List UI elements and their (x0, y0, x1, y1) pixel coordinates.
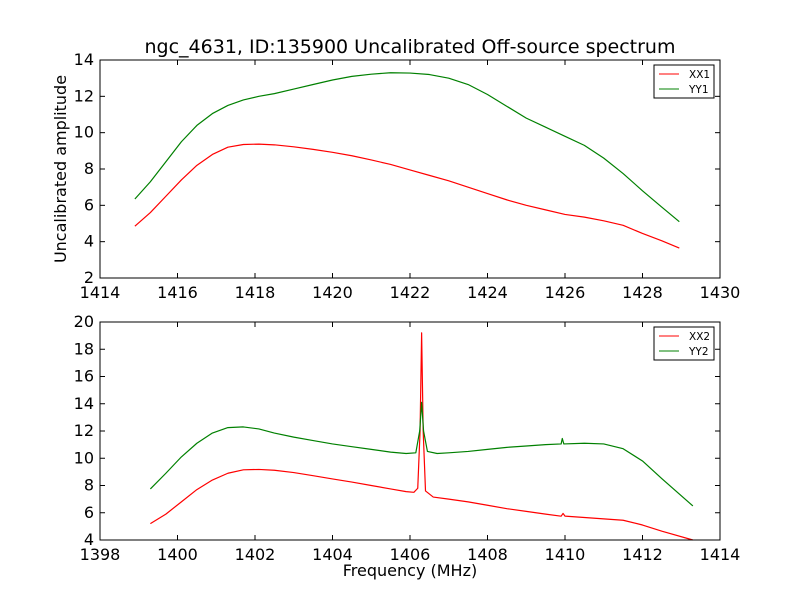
bottom-x-tick-label: 1398 (80, 545, 121, 564)
bottom-y-ticks: 4 6 8 10 12 14 16 18 20 (74, 312, 720, 549)
bottom-x-tick-label: 1414 (700, 545, 741, 564)
bottom-plot-area (100, 322, 720, 540)
top-x-tick-label: 1426 (545, 283, 586, 302)
top-x-tick-label: 1416 (157, 283, 198, 302)
top-legend-box (653, 64, 715, 99)
top-x-tick-label: 1422 (390, 283, 431, 302)
top-x-tick-label: 1414 (80, 283, 121, 302)
bottom-x-axis-label: Frequency (MHz) (343, 561, 477, 580)
bottom-panel: 1398 1400 1402 1404 1406 1408 1410 1412 1414 468… (74, 312, 741, 580)
bottom-x-tick-label: 1408 (467, 545, 508, 564)
top-x-ticks: 1414 1416 1418 1420 1422 1424 1426 1428 1430 (80, 60, 741, 302)
top-legend: XX1 YY1 (653, 64, 715, 99)
top-legend-label-xx1: XX1 (689, 69, 710, 81)
top-x-tick-label: 1424 (467, 283, 508, 302)
top-x-tick-label: 1430 (700, 283, 741, 302)
top-y-tick-label: 4 (84, 232, 94, 251)
bottom-series-line-yy2 (149, 401, 694, 507)
bottom-y-tick-label: 16 (74, 367, 94, 386)
bottom-series-group (149, 332, 694, 541)
top-y-tick-label: 10 (74, 123, 94, 142)
bottom-x-tick-label: 1402 (235, 545, 276, 564)
top-legend-label-yy1: YY1 (688, 84, 709, 96)
bottom-y-tick-label: 4 (84, 530, 94, 549)
bottom-y-tick-label: 8 (84, 476, 94, 495)
top-y-tick-label: 12 (74, 86, 94, 105)
top-y-tick-label: 8 (84, 159, 94, 178)
top-series-line-xx1 (134, 143, 680, 249)
bottom-x-tick-label: 1412 (622, 545, 663, 564)
bottom-legend-label-xx2: XX2 (689, 331, 710, 343)
top-x-tick-label: 1428 (622, 283, 663, 302)
top-y-tick-label: 2 (84, 268, 94, 287)
top-panel: 1414 1416 1418 1420 1422 1424 1426 1428 1430 2 4 6… (51, 50, 740, 302)
bottom-y-tick-label: 12 (74, 421, 94, 440)
chart-title: ngc_4631, ID:135900 Uncalibrated Off-sou… (145, 36, 676, 58)
bottom-legend-label-yy2: YY2 (688, 346, 709, 358)
bottom-x-tick-label: 1404 (312, 545, 353, 564)
top-y-tick-label: 14 (74, 50, 94, 69)
bottom-y-tick-label: 20 (74, 312, 94, 331)
bottom-legend: XX2 YY2 (653, 326, 715, 361)
bottom-y-tick-label: 10 (74, 448, 94, 467)
top-y-tick-label: 6 (84, 195, 94, 214)
top-y-axis-label: Uncalibrated amplitude (51, 75, 70, 263)
top-y-ticks: 2 4 6 8 10 12 14 (74, 50, 720, 287)
bottom-x-ticks: 1398 1400 1402 1404 1406 1408 1410 1412 1414 (80, 322, 741, 564)
top-x-tick-label: 1420 (312, 283, 353, 302)
top-series-group (134, 72, 680, 249)
bottom-x-tick-label: 1410 (545, 545, 586, 564)
bottom-y-tick-label: 6 (84, 503, 94, 522)
top-x-tick-label: 1418 (235, 283, 276, 302)
bottom-x-tick-label: 1406 (390, 545, 431, 564)
bottom-x-tick-label: 1400 (157, 545, 198, 564)
bottom-y-tick-label: 14 (74, 394, 94, 413)
bottom-legend-box (653, 326, 715, 361)
bottom-y-tick-label: 18 (74, 339, 94, 358)
bottom-series-line-xx2 (150, 332, 694, 541)
top-series-line-yy1 (134, 72, 680, 223)
